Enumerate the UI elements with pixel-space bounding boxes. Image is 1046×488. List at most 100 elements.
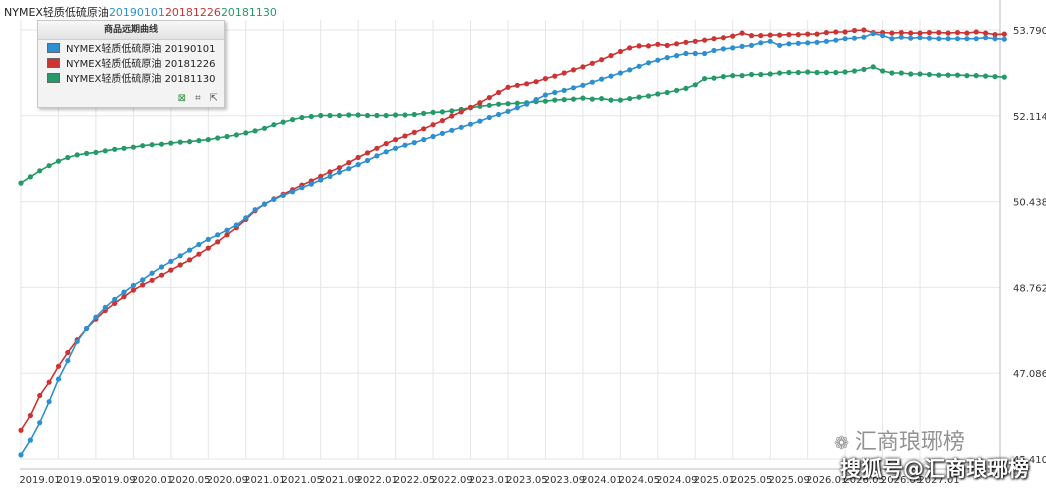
series-20181226-point	[758, 33, 764, 39]
series-20181226-point	[27, 412, 33, 419]
series-20190101-point	[842, 36, 848, 42]
series-20190101-point	[908, 35, 914, 41]
series-20190101-point	[196, 241, 202, 248]
series-20181130-point	[168, 140, 174, 146]
series-20181226-point	[805, 31, 811, 37]
series-20190101-point	[430, 133, 436, 140]
series-20181130-point	[505, 101, 511, 107]
series-20181130-point	[795, 69, 801, 76]
series-20181226-point	[655, 41, 661, 47]
legend-swatch-red	[47, 57, 60, 68]
series-20181226-point	[954, 29, 961, 36]
series-20181226-point	[589, 60, 595, 66]
expand-icon[interactable]: ⇱	[209, 93, 218, 104]
series-20190101-point	[983, 35, 989, 41]
series-20190101-point	[711, 47, 717, 54]
x-tick-label: 2025.09	[769, 475, 810, 486]
series-20181226-point	[215, 239, 221, 245]
series-20190101-point	[55, 376, 62, 382]
series-20181130-point	[102, 148, 108, 154]
series-20190101-point	[533, 97, 539, 103]
series-20181130-point	[299, 114, 305, 121]
series-20181226-point	[720, 35, 727, 41]
series-20190101-point	[46, 399, 52, 405]
series-20181226-point	[983, 30, 989, 36]
y-tick-label: 50.4380	[1013, 198, 1046, 209]
series-20190101-point	[786, 41, 792, 47]
series-20190101-point	[308, 181, 314, 187]
series-20190101-point	[84, 325, 90, 332]
x-tick-label: 2026.09	[881, 475, 922, 486]
series-20181130-point	[870, 64, 876, 70]
series-20181226-point	[402, 133, 408, 139]
series-20181226-point	[421, 126, 427, 132]
series-20181130-point	[27, 174, 33, 180]
chart-title: NYMEX轻质低硫原油201901012018122620181130	[4, 4, 277, 20]
series-20181226-point	[674, 41, 680, 47]
series-20181130-point	[833, 69, 839, 76]
series-20190101-point	[149, 270, 155, 276]
series-20181130-point	[158, 141, 165, 147]
series-20181226-point	[842, 29, 848, 35]
series-20181130-point	[55, 158, 62, 164]
wechat-icon: ❁	[834, 433, 855, 454]
series-20181226-point	[608, 53, 614, 59]
series-20190101-point	[552, 89, 558, 96]
y-tick-label: 53.7900	[1013, 26, 1046, 37]
title-date-20181130: 20181130	[220, 6, 277, 19]
series-20181226-point	[636, 43, 642, 49]
series-20190101-point	[243, 215, 249, 221]
series-20190101-point	[870, 30, 876, 37]
series-20181226-point	[177, 262, 183, 268]
series-20181226-point	[355, 154, 361, 161]
series-20181130-point	[861, 66, 867, 72]
series-20190101-line	[20, 32, 1005, 456]
series-20190101-point	[1001, 36, 1007, 42]
series-20181226-point	[542, 76, 549, 82]
series-20190101-point	[224, 227, 230, 233]
series-20181130-point	[954, 72, 961, 78]
series-20181226-point	[767, 32, 773, 38]
series-20181226-point	[777, 32, 783, 38]
series-20181226-point	[449, 113, 455, 119]
series-20181226-point	[627, 45, 633, 51]
series-20181226-point	[364, 150, 371, 156]
series-20190101-point	[252, 207, 258, 213]
series-20190101-point	[421, 137, 427, 143]
legend-item-20181226[interactable]: NYMEX轻质低硫原油 20181226	[38, 55, 224, 70]
series-20181130-point	[645, 93, 652, 99]
series-20181130-point	[917, 71, 923, 77]
series-20181130-point	[140, 143, 146, 149]
series-20181226-point	[833, 29, 839, 35]
series-20190101-point	[627, 67, 633, 73]
series-20190101-point	[617, 70, 624, 76]
series-20190101-point	[739, 43, 745, 50]
series-20181226-point	[702, 37, 708, 43]
series-20181226-point	[196, 251, 202, 257]
legend-label-20181226: NYMEX轻质低硫原油 20181226	[66, 59, 216, 70]
series-20190101-point	[599, 76, 605, 82]
legend-item-20190101[interactable]: NYMEX轻质低硫原油 20190101	[38, 40, 224, 55]
series-20190101-point	[945, 36, 951, 42]
series-20190101-point	[140, 277, 146, 283]
series-20181130-point	[74, 152, 80, 158]
series-20181226-point	[458, 109, 464, 115]
series-20190101-point	[861, 34, 867, 40]
legend-item-20181130[interactable]: NYMEX轻质低硫原油 20181130	[38, 70, 224, 85]
series-20181130-point	[973, 73, 979, 79]
legend-panel[interactable]: 商品远期曲线 NYMEX轻质低硫原油 20190101 NYMEX轻质低硫原油 …	[37, 20, 225, 108]
crop-icon[interactable]: ⌗	[194, 93, 201, 104]
excel-export-icon[interactable]: ⊠	[177, 93, 186, 104]
series-20181226-point	[936, 29, 942, 36]
legend-toolbar: ⊠ ⌗ ⇱	[178, 93, 218, 104]
series-20190101-point	[973, 36, 979, 42]
series-20181226-point	[224, 232, 230, 238]
series-20190101-point	[336, 169, 342, 175]
series-20190101-point	[683, 50, 689, 57]
series-20181226-point	[730, 33, 736, 39]
series-20181130-point	[355, 112, 361, 118]
x-tick-label: 2025.05	[731, 475, 772, 486]
series-20181130-point	[121, 145, 127, 151]
series-20190101-point	[374, 153, 380, 159]
series-20190101-point	[393, 145, 399, 151]
